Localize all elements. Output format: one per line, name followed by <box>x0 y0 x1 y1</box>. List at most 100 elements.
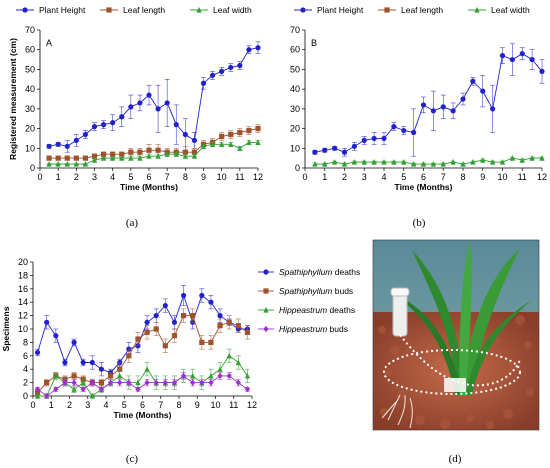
data-point <box>351 143 357 149</box>
data-point <box>208 299 214 305</box>
x-tick-label: 9 <box>195 400 200 410</box>
data-point <box>107 373 114 379</box>
x-tick-label: 7 <box>165 172 170 182</box>
legend-entry-1: Leaf length <box>378 5 443 15</box>
data-point <box>209 141 216 147</box>
data-point <box>199 292 205 299</box>
x-tick-label: 11 <box>518 172 527 182</box>
data-point <box>332 158 338 165</box>
legend-entry-2: Hippeastrum deaths <box>258 305 355 315</box>
data-point <box>244 372 251 379</box>
data-point <box>255 139 261 145</box>
data-point <box>246 47 252 53</box>
y-tick-label: 20 <box>18 257 28 267</box>
legend-label: Spathiphyllum deaths <box>279 267 360 277</box>
data-point <box>191 149 198 155</box>
y-tick-label: 10 <box>290 143 300 153</box>
data-point <box>44 392 50 400</box>
legend-entry-0: Plant Height <box>294 5 364 15</box>
x-tick-label: 3 <box>85 400 90 410</box>
data-point <box>71 373 77 379</box>
data-point <box>62 359 68 366</box>
legend-entry-1: Leaf length <box>100 5 165 15</box>
data-point <box>55 155 61 161</box>
y-tick-label: 8 <box>23 337 28 347</box>
data-point <box>217 372 223 379</box>
data-point <box>53 372 59 379</box>
legend-label: Leaf width <box>491 5 530 15</box>
legend-label: Leaf length <box>401 5 443 15</box>
legend-entry-1: Spathiphyllum buds <box>258 286 353 296</box>
data-point <box>100 151 107 157</box>
data-point <box>71 379 77 386</box>
data-point <box>420 160 427 167</box>
x-tick-label: 11 <box>229 400 238 410</box>
data-point <box>155 153 161 159</box>
data-point <box>430 108 436 114</box>
data-point <box>155 106 161 112</box>
data-point <box>162 343 168 349</box>
x-tick-label: 2 <box>342 172 347 182</box>
data-point <box>401 127 407 134</box>
data-point <box>162 302 168 309</box>
data-point <box>44 380 50 386</box>
data-point <box>312 149 318 155</box>
data-point <box>180 292 187 299</box>
data-point <box>182 131 188 138</box>
data-point <box>228 141 234 147</box>
data-point <box>381 135 387 142</box>
data-point <box>137 155 143 161</box>
x-tick-label: 8 <box>460 172 465 182</box>
caption-a: (a) <box>126 217 139 229</box>
x-axis-label: Time (Months) <box>114 410 172 420</box>
x-tick-label: 10 <box>497 172 507 182</box>
data-point <box>100 122 107 128</box>
data-point <box>119 155 125 161</box>
data-point <box>64 160 70 167</box>
legend-label: Plant Height <box>39 5 86 15</box>
data-point <box>371 135 377 142</box>
legend-entry-2: Leaf width <box>468 5 530 15</box>
data-point <box>98 366 105 372</box>
data-point <box>135 379 141 386</box>
legend-marker <box>474 6 480 13</box>
data-point <box>171 379 178 386</box>
data-point <box>246 127 252 134</box>
data-point <box>100 155 107 161</box>
series-1 <box>46 124 261 161</box>
data-point <box>117 379 123 386</box>
data-point <box>217 366 223 372</box>
legend-label-kind: deaths <box>332 267 360 277</box>
data-point <box>200 143 207 149</box>
data-point <box>164 151 170 157</box>
data-point <box>322 160 328 167</box>
legend-label: Spathiphyllum buds <box>279 286 353 296</box>
data-point <box>341 149 348 155</box>
data-point <box>430 160 436 167</box>
data-point <box>322 147 328 153</box>
caption-b: (b) <box>413 217 426 229</box>
data-point <box>480 88 486 94</box>
x-tick-label: 0 <box>37 172 42 182</box>
y-tick-label: 50 <box>290 64 300 74</box>
data-point <box>228 64 234 71</box>
data-point <box>219 68 225 74</box>
data-point <box>153 326 159 332</box>
data-point <box>144 319 150 325</box>
data-point <box>208 379 214 386</box>
data-point <box>235 379 241 386</box>
data-point <box>110 120 116 126</box>
data-point <box>44 319 50 325</box>
data-point <box>53 386 59 393</box>
data-point <box>82 155 89 161</box>
x-tick-label: 6 <box>146 172 151 182</box>
data-point <box>190 372 196 379</box>
y-tick-label: 10 <box>25 143 35 153</box>
data-point <box>228 131 234 138</box>
data-point <box>46 160 52 167</box>
data-point <box>53 333 59 339</box>
data-point <box>55 141 61 147</box>
data-point <box>391 158 397 165</box>
